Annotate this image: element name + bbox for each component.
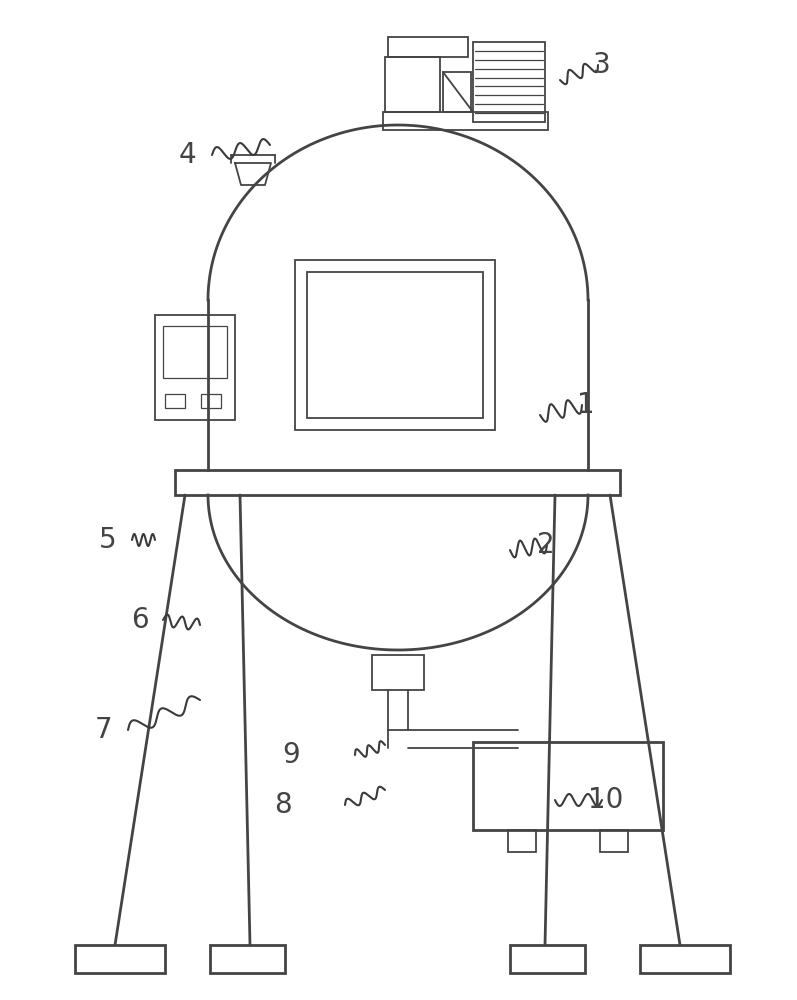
Bar <box>388 37 468 57</box>
Text: 10: 10 <box>588 786 623 814</box>
Bar <box>165 394 185 408</box>
Bar <box>510 945 585 973</box>
Bar <box>210 945 285 973</box>
Bar <box>307 272 483 418</box>
Bar <box>600 830 628 852</box>
Text: 2: 2 <box>537 531 555 559</box>
Bar <box>508 830 536 852</box>
Bar <box>443 72 471 112</box>
Bar <box>383 112 548 130</box>
Bar <box>75 945 165 973</box>
Bar <box>163 326 227 378</box>
Bar <box>295 260 495 430</box>
Bar <box>473 42 545 122</box>
Text: 7: 7 <box>95 716 112 744</box>
Bar <box>175 470 620 495</box>
Text: 6: 6 <box>131 606 148 634</box>
Text: 1: 1 <box>577 391 595 419</box>
Bar <box>155 315 235 420</box>
Text: 4: 4 <box>179 141 196 169</box>
Text: 9: 9 <box>282 741 300 769</box>
Text: 3: 3 <box>593 51 611 79</box>
Text: 8: 8 <box>274 791 292 819</box>
Bar <box>372 655 424 690</box>
Text: 5: 5 <box>99 526 116 554</box>
Bar <box>201 394 221 408</box>
Bar <box>640 945 730 973</box>
Bar <box>385 57 440 112</box>
Bar <box>473 742 663 830</box>
